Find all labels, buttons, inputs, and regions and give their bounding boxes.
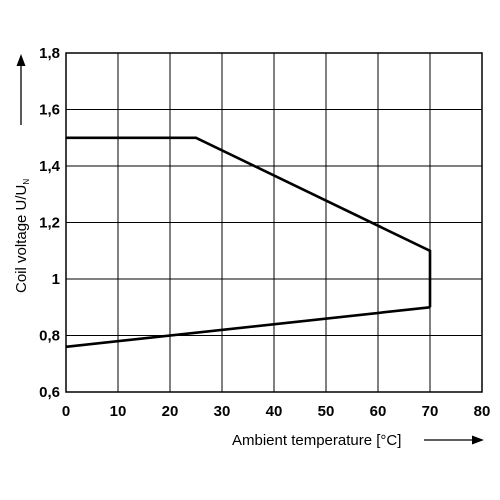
x-tick-label: 70 — [422, 403, 439, 420]
upper-limit-line — [66, 136, 432, 308]
y-tick-label: 1 — [52, 271, 60, 288]
y-axis-arrow — [16, 54, 26, 125]
grid-lines — [65, 52, 483, 393]
tick-labels: 0 10 20 30 40 50 60 70 80 0,6 0,8 1 1,2 1,4 1,6 1,8 — [39, 45, 490, 420]
y-tick-label: 1,8 — [39, 45, 60, 62]
x-tick-label: 60 — [370, 403, 387, 420]
y-axis-title-main: Coil voltage U/U — [13, 185, 30, 293]
x-tick-label: 80 — [474, 403, 491, 420]
x-tick-label: 40 — [266, 403, 283, 420]
x-tick-label: 30 — [214, 403, 231, 420]
x-axis-arrow — [424, 435, 484, 445]
x-tick-label: 50 — [318, 403, 335, 420]
lower-limit-line — [65, 306, 431, 349]
x-axis-title: Ambient temperature [°C] — [232, 432, 401, 449]
y-tick-label: 1,2 — [39, 215, 60, 232]
x-tick-label: 10 — [110, 403, 127, 420]
x-tick-label: 20 — [162, 403, 179, 420]
x-tick-label: 0 — [62, 403, 70, 420]
y-tick-label: 0,6 — [39, 384, 60, 401]
y-axis-title-subscript: N — [22, 179, 31, 185]
plot-frame — [65, 52, 483, 393]
y-tick-label: 0,8 — [39, 328, 60, 345]
y-tick-label: 1,4 — [39, 158, 61, 175]
curves — [65, 136, 432, 349]
y-axis-title: Coil voltage U/UN — [13, 179, 31, 293]
y-tick-label: 1,6 — [39, 102, 60, 119]
